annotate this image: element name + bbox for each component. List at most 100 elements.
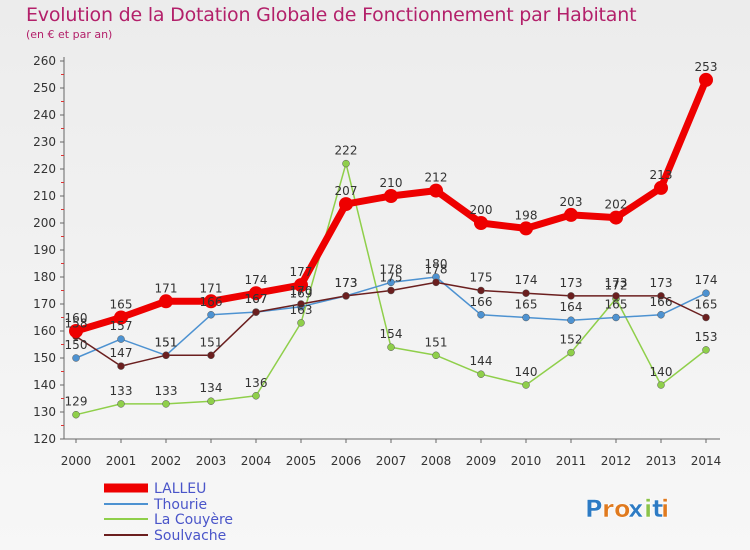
x-tick-label: 2008	[421, 454, 452, 468]
data-point	[702, 313, 710, 322]
data-label: 173	[335, 276, 358, 290]
y-tick-label: 210	[33, 189, 56, 203]
x-tick-label: 2005	[286, 454, 317, 468]
data-label: 166	[650, 295, 673, 309]
data-label: 136	[245, 376, 268, 390]
data-label: 171	[200, 281, 223, 295]
x-tick-label: 2003	[196, 454, 227, 468]
data-label: 151	[155, 335, 178, 349]
data-label: 133	[155, 384, 178, 398]
data-label: 140	[515, 365, 538, 379]
x-tick-label: 2007	[376, 454, 407, 468]
data-point	[522, 313, 530, 322]
logo-letter: P	[585, 495, 603, 523]
data-label: 175	[470, 271, 493, 285]
data-point	[252, 308, 260, 316]
data-point	[654, 180, 668, 195]
data-label: 200	[470, 203, 493, 217]
data-point	[114, 310, 128, 325]
data-point	[159, 294, 173, 309]
data-point	[609, 210, 623, 225]
data-label: 163	[290, 303, 313, 317]
x-tick-label: 2013	[646, 454, 677, 468]
data-label: 198	[515, 208, 538, 222]
data-label: 147	[110, 346, 133, 360]
data-point	[297, 300, 305, 308]
y-tick-label: 230	[33, 135, 56, 149]
x-tick-label: 2014	[691, 454, 722, 468]
data-point	[564, 207, 578, 222]
data-point	[69, 324, 83, 338]
data-point	[657, 292, 665, 300]
data-point	[207, 311, 215, 319]
data-label: 140	[650, 365, 673, 379]
data-point	[477, 370, 485, 378]
data-label: 174	[695, 273, 718, 287]
x-tick-label: 2000	[61, 454, 92, 468]
data-point	[612, 313, 620, 322]
y-tick-label: 150	[33, 351, 56, 365]
data-label: 144	[470, 354, 493, 368]
data-point	[567, 316, 575, 324]
data-label: 174	[245, 273, 268, 287]
data-label: 180	[425, 257, 448, 271]
data-label: 167	[245, 292, 268, 306]
data-label: 151	[425, 335, 448, 349]
x-tick-label: 2004	[241, 454, 272, 468]
chart-subtitle: (en € et par an)	[26, 28, 113, 41]
data-point	[432, 278, 440, 287]
y-tick-label: 260	[33, 54, 56, 68]
y-tick-label: 220	[33, 162, 56, 176]
data-point	[612, 292, 620, 300]
data-label: 177	[290, 265, 313, 279]
data-point	[519, 221, 533, 236]
data-label: 166	[200, 295, 223, 309]
legend-label: La Couyère	[154, 512, 233, 528]
logo-letter: i	[644, 495, 652, 523]
data-point	[162, 400, 170, 408]
data-label: 151	[200, 335, 223, 349]
data-point	[162, 351, 170, 360]
data-point	[384, 189, 398, 203]
data-point	[387, 343, 395, 351]
data-label: 158	[65, 316, 88, 330]
data-label: 213	[650, 168, 673, 182]
data-label: 165	[110, 298, 133, 312]
data-point	[474, 216, 488, 230]
data-point	[339, 197, 353, 212]
legend-label: LALLEU	[154, 481, 206, 497]
y-tick-label: 160	[33, 324, 56, 338]
logo-letter: t	[652, 495, 663, 523]
data-point	[252, 392, 260, 400]
y-tick-label: 200	[33, 216, 56, 230]
data-label: 157	[110, 319, 133, 333]
data-point	[477, 286, 485, 295]
legend-label: Thourie	[153, 497, 207, 513]
y-tick-label: 240	[33, 108, 56, 122]
data-point	[249, 286, 263, 301]
logo-letter: i	[661, 495, 669, 523]
data-point	[342, 292, 350, 300]
data-label: 151	[155, 335, 178, 349]
data-label: 134	[200, 381, 223, 395]
data-label: 175	[380, 271, 403, 285]
data-point	[657, 381, 665, 389]
data-point	[699, 72, 713, 87]
data-point	[294, 278, 308, 293]
series-lines	[69, 72, 713, 419]
data-label: 154	[380, 327, 403, 341]
data-label: 174	[515, 273, 538, 287]
data-label: 129	[65, 395, 88, 409]
data-label: 164	[560, 300, 583, 314]
data-label: 165	[605, 298, 628, 312]
x-tick-label: 2012	[601, 454, 632, 468]
data-point	[429, 183, 443, 198]
data-label: 167	[245, 292, 268, 306]
y-tick-label: 190	[33, 243, 56, 257]
data-point	[204, 294, 218, 309]
data-point	[297, 319, 305, 327]
data-label: 171	[155, 281, 178, 295]
